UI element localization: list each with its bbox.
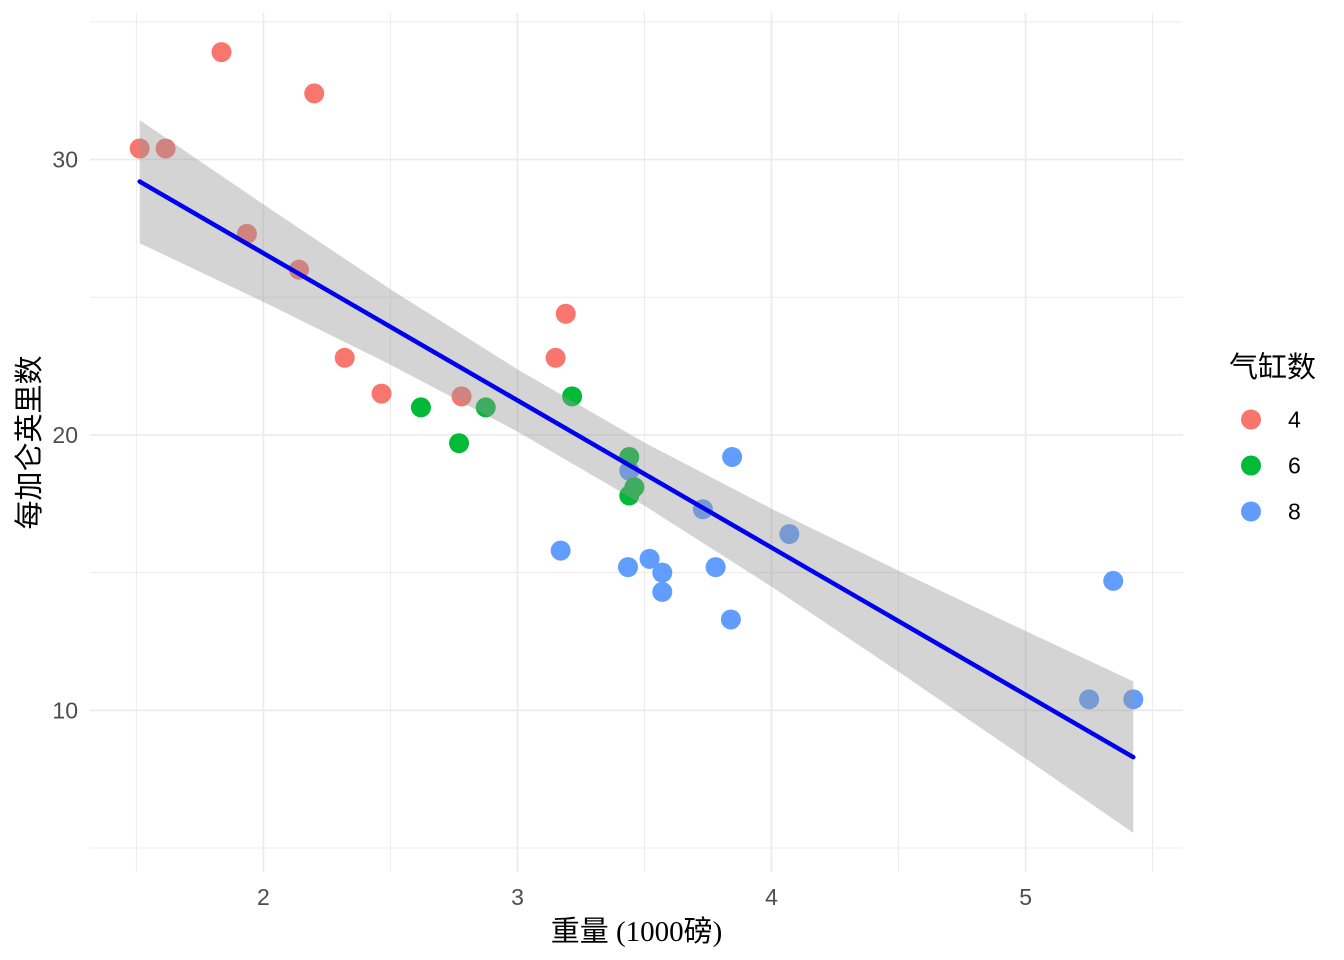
legend-key-8 bbox=[1241, 501, 1261, 522]
legend-label-8: 8 bbox=[1288, 499, 1301, 525]
x-axis-tick-label: 3 bbox=[511, 884, 524, 910]
data-point-cyl8 bbox=[1103, 570, 1124, 591]
data-point-cyl4 bbox=[211, 42, 232, 63]
data-point-cyl4 bbox=[129, 138, 150, 159]
x-axis-title: 重量 (1000磅) bbox=[551, 915, 723, 948]
y-axis-tick-label: 20 bbox=[52, 422, 78, 448]
y-axis-tick-label: 30 bbox=[52, 147, 78, 173]
data-point-cyl4 bbox=[304, 83, 325, 104]
legend-key-4 bbox=[1241, 409, 1261, 430]
data-point-cyl8 bbox=[639, 548, 660, 569]
data-point-cyl8 bbox=[550, 540, 571, 561]
data-point-cyl4 bbox=[371, 383, 392, 404]
data-point-cyl6 bbox=[562, 386, 583, 407]
data-point-cyl8 bbox=[1079, 689, 1100, 710]
y-axis-tick-label: 10 bbox=[52, 697, 78, 723]
legend-label-6: 6 bbox=[1288, 453, 1301, 479]
data-point-cyl4 bbox=[555, 303, 576, 324]
data-point-cyl4 bbox=[545, 347, 566, 368]
legend-label-4: 4 bbox=[1288, 407, 1301, 433]
x-axis-tick-label: 5 bbox=[1019, 884, 1032, 910]
data-point-cyl8 bbox=[722, 446, 743, 467]
data-point-cyl8 bbox=[617, 557, 638, 578]
data-point-cyl8 bbox=[720, 609, 741, 630]
x-axis-tick-label: 4 bbox=[765, 884, 778, 910]
x-axis-tick-label: 2 bbox=[257, 884, 270, 910]
data-point-cyl4 bbox=[451, 386, 472, 407]
data-point-cyl6 bbox=[410, 397, 431, 418]
data-point-cyl8 bbox=[1123, 689, 1144, 710]
data-point-cyl8 bbox=[652, 562, 673, 583]
data-point-cyl4 bbox=[334, 347, 355, 368]
data-point-cyl6 bbox=[449, 433, 470, 454]
legend-key-6 bbox=[1241, 455, 1261, 476]
legend-title: 气缸数 bbox=[1229, 351, 1316, 384]
data-point-cyl8 bbox=[652, 581, 673, 602]
data-point-cyl8 bbox=[705, 557, 726, 578]
data-point-cyl8 bbox=[779, 524, 800, 545]
y-axis-title: 每加仑英里数 bbox=[13, 355, 46, 529]
data-point-cyl4 bbox=[155, 138, 176, 159]
data-point-cyl6 bbox=[619, 485, 640, 506]
confidence-band bbox=[139, 120, 1134, 833]
regression-line bbox=[137, 179, 1136, 760]
data-point-cyl6 bbox=[475, 397, 496, 418]
